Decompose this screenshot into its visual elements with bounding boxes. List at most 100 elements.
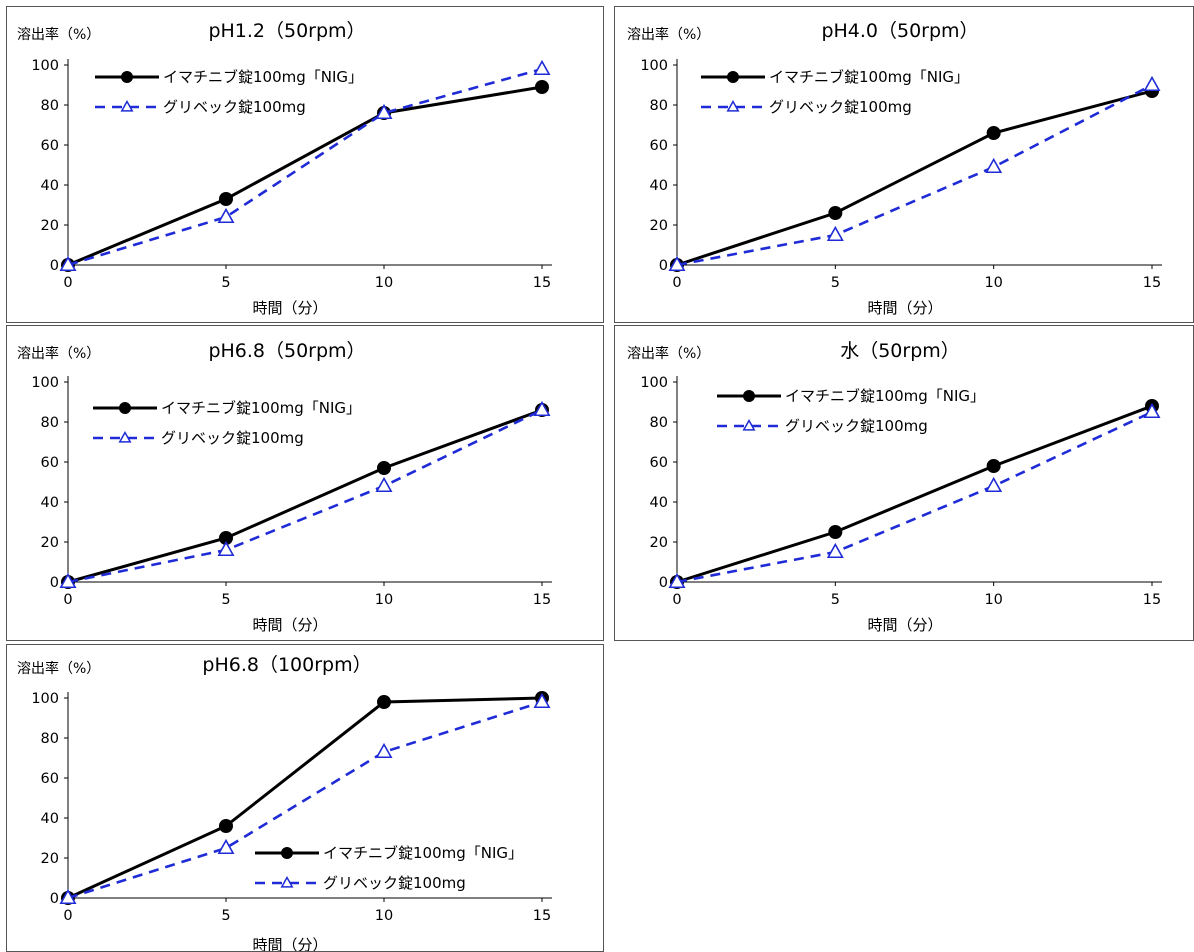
y-tick-label: 80 <box>41 98 59 114</box>
y-tick-label: 0 <box>659 575 668 591</box>
y-tick-label: 60 <box>650 138 668 154</box>
x-tick-label: 5 <box>221 275 230 291</box>
y-tick-label: 60 <box>41 771 59 787</box>
data-point-glivec <box>533 400 551 417</box>
chart-title: pH6.8（100rpm） <box>202 654 371 676</box>
legend: イマチニブ錠100mg「NIG」グリベック錠100mg <box>717 387 985 435</box>
data-point-imatinib-nig <box>377 695 391 709</box>
legend-marker-circle <box>743 390 755 402</box>
legend-label: グリベック錠100mg <box>323 874 466 892</box>
y-tick-label: 80 <box>41 731 59 747</box>
chart-title: 水（50rpm） <box>840 340 960 362</box>
data-point-glivec <box>826 225 844 242</box>
legend-marker-triangle <box>742 418 756 431</box>
series-line-imatinib-nig <box>67 696 543 900</box>
series-line-glivec <box>676 410 1153 584</box>
y-tick-label: 20 <box>41 851 59 867</box>
chart-panel-ph6-8-100rpm: pH6.8（100rpm） 溶出率（%） 時間（分） 0 20 40 60 80 100 0 5 10… <box>6 644 604 952</box>
series-line-imatinib-nig <box>67 408 543 584</box>
y-axis-label: 溶出率（%） <box>17 345 100 362</box>
y-tick-label: 20 <box>650 535 668 551</box>
x-tick-label: 15 <box>533 275 551 291</box>
y-tick-label: 60 <box>650 455 668 471</box>
x-tick-label: 0 <box>672 592 681 608</box>
y-axis-label: 溶出率（%） <box>17 660 100 677</box>
y-tick-label: 20 <box>41 218 59 234</box>
legend-marker-circle <box>121 71 133 83</box>
y-tick-label: 20 <box>650 218 668 234</box>
x-tick-label: 0 <box>63 275 72 291</box>
data-point-imatinib-nig <box>219 531 233 545</box>
data-point-imatinib-nig <box>828 206 843 220</box>
data-point-glivec <box>217 207 235 224</box>
x-tick-label: 5 <box>221 592 230 608</box>
y-tick-label: 80 <box>650 415 668 431</box>
x-tick-label: 5 <box>831 592 840 608</box>
legend-marker-triangle <box>280 875 294 888</box>
chart-svg-ph1-2: pH1.2（50rpm） 溶出率（%） 時間（分） 0 20 40 60 80 100 0 5 10 1… <box>17 20 552 317</box>
data-point-glivec <box>1143 75 1161 92</box>
data-point-glivec <box>533 692 551 709</box>
x-axis-label: 時間（分） <box>252 936 327 951</box>
legend-marker-circle <box>281 847 293 859</box>
series-line-glivec <box>67 67 543 267</box>
data-point-imatinib-nig <box>377 461 391 475</box>
y-tick-label: 100 <box>640 375 668 391</box>
data-point-glivec <box>985 476 1003 493</box>
data-point-imatinib-nig <box>219 819 233 833</box>
series-line-imatinib-nig <box>676 89 1153 267</box>
legend-label: グリベック錠100mg <box>769 98 912 116</box>
data-point-glivec <box>59 255 77 272</box>
data-point-glivec <box>217 540 235 557</box>
data-point-glivec <box>217 838 235 855</box>
x-axis-label: 時間（分） <box>867 299 942 317</box>
y-tick-label: 20 <box>41 535 59 551</box>
legend-marker-circle <box>727 71 739 83</box>
y-tick-label: 0 <box>50 258 59 274</box>
x-tick-label: 0 <box>672 275 681 291</box>
series-line-imatinib-nig <box>676 404 1153 584</box>
data-point-imatinib-nig <box>219 192 233 206</box>
legend: イマチニブ錠100mg「NIG」グリベック錠100mg <box>255 844 523 892</box>
x-tick-label: 0 <box>63 592 72 608</box>
x-axis-label: 時間（分） <box>252 299 327 317</box>
legend-marker-triangle <box>120 99 134 112</box>
x-tick-label: 10 <box>375 908 393 924</box>
x-tick-label: 10 <box>375 275 393 291</box>
chart-svg-water: 水（50rpm） 溶出率（%） 時間（分） 0 20 40 60 80 100 0 5 10 15 イマチ… <box>627 340 1162 634</box>
chart-title: pH6.8（50rpm） <box>208 340 365 362</box>
data-point-glivec <box>59 572 77 589</box>
chart-title: pH4.0（50rpm） <box>821 20 978 42</box>
x-tick-label: 15 <box>1143 592 1161 608</box>
x-axis-label: 時間（分） <box>252 616 327 634</box>
series-line-glivec <box>67 700 543 900</box>
legend-marker-triangle <box>118 430 132 443</box>
chart-panel-ph6-8-50rpm: pH6.8（50rpm） 溶出率（%） 時間（分） 0 20 40 60 80 100 0 5 10 1… <box>6 325 604 641</box>
data-point-imatinib-nig <box>828 525 843 539</box>
legend: イマチニブ錠100mg「NIG」グリベック錠100mg <box>95 68 363 116</box>
y-tick-label: 40 <box>41 495 59 511</box>
chart-svg-ph4-0: pH4.0（50rpm） 溶出率（%） 時間（分） 0 20 40 60 80 100 0 5 10 1… <box>627 20 1162 317</box>
x-tick-label: 10 <box>375 592 393 608</box>
y-tick-label: 0 <box>50 891 59 907</box>
x-tick-label: 10 <box>984 275 1002 291</box>
legend-label: グリベック錠100mg <box>163 98 306 116</box>
y-tick-label: 100 <box>640 58 668 74</box>
legend-marker-triangle <box>726 99 740 112</box>
y-axis-label: 溶出率（%） <box>627 26 710 43</box>
chart-panel-water: 水（50rpm） 溶出率（%） 時間（分） 0 20 40 60 80 100 0 5 10 15 イマチ… <box>614 325 1194 641</box>
legend-label: イマチニブ錠100mg「NIG」 <box>161 399 361 417</box>
series-line-imatinib-nig <box>67 85 543 267</box>
series-line-glivec <box>67 408 543 584</box>
data-point-imatinib-nig <box>986 459 1001 473</box>
data-point-imatinib-nig <box>986 126 1001 140</box>
y-tick-label: 100 <box>31 375 59 391</box>
y-tick-label: 40 <box>41 178 59 194</box>
data-point-glivec <box>668 255 686 272</box>
data-point-imatinib-nig <box>535 80 549 94</box>
y-tick-label: 80 <box>650 98 668 114</box>
x-tick-label: 5 <box>221 908 230 924</box>
y-tick-label: 100 <box>31 58 59 74</box>
legend-label: イマチニブ錠100mg「NIG」 <box>323 844 523 862</box>
y-tick-label: 100 <box>31 691 59 707</box>
